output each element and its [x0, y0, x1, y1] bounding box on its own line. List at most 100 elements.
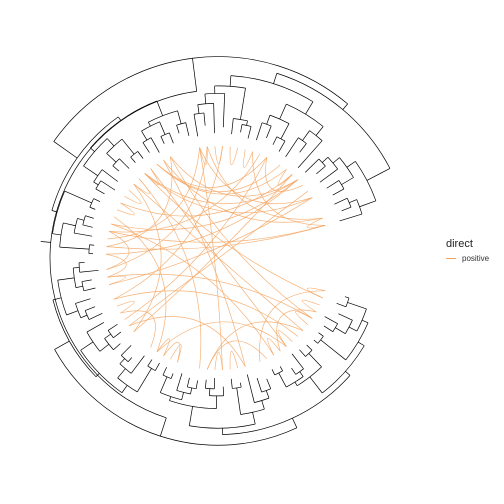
tree-branch-arc	[254, 398, 269, 402]
tree-branch-stem	[286, 138, 299, 157]
tree-branch-stem	[281, 124, 289, 139]
tree-branch-stem	[256, 123, 262, 140]
tree-branch-stem	[342, 207, 351, 211]
tree-branch-stem	[321, 340, 346, 360]
tree-branch-stem	[192, 58, 196, 91]
tree-branch-stem	[52, 234, 61, 235]
tree-branch-arc	[52, 191, 64, 234]
tree-branch-arc	[87, 332, 100, 351]
tree-branch-stem	[107, 139, 114, 146]
tree-branch-stem	[307, 345, 312, 350]
tree-branch-stem	[58, 278, 74, 280]
tree-branch-stem	[182, 392, 184, 399]
tree-branch-arc	[318, 336, 324, 343]
link-arc	[215, 352, 223, 370]
tree-branch-stem	[305, 159, 319, 172]
tree-branch-arc	[231, 76, 313, 102]
tree-branch-stem	[60, 247, 89, 249]
tree-branch-stem	[191, 388, 192, 394]
tree-branch-stem	[84, 166, 98, 176]
tree-branch-stem	[171, 373, 173, 378]
tree-branch-stem	[223, 94, 224, 128]
link-arc	[120, 311, 155, 348]
tree-branch-stem	[94, 199, 100, 202]
tree-branch-stem	[94, 182, 99, 185]
link-arc	[129, 316, 245, 366]
tree-branch-stem	[310, 377, 322, 393]
tree-branch-arc	[270, 115, 289, 123]
tree-branch-arc	[277, 73, 390, 168]
tree-branch-arc	[277, 137, 285, 141]
tree-branch-stem	[309, 353, 322, 366]
tree-branch-stem	[247, 121, 248, 126]
tree-branch-arc	[198, 103, 214, 104]
tree-branch-stem	[316, 127, 323, 136]
tree-branch-stem	[325, 317, 338, 324]
tree-branch-stem	[299, 350, 305, 357]
tree-branch-stem	[90, 207, 95, 209]
link-arc	[230, 351, 238, 369]
tree-branch-stem	[279, 373, 286, 387]
tree-branch-arc	[262, 389, 271, 392]
tree-branch-arc	[346, 323, 368, 360]
tree-branch-stem	[63, 223, 75, 226]
tree-branch-arc	[96, 181, 101, 189]
tree-branch-stem	[335, 328, 345, 334]
tree-branch-stem	[120, 359, 125, 364]
tree-branch-stem	[327, 180, 339, 188]
tree-branch-stem	[143, 143, 150, 153]
tree-branch-stem	[169, 133, 173, 143]
tree-branch-stem	[280, 366, 282, 370]
link-arc	[157, 164, 287, 194]
tree-branch-stem	[53, 298, 61, 300]
link-arc	[207, 147, 322, 220]
tree-branch-stem	[273, 137, 277, 145]
legend-label: positive	[462, 254, 489, 263]
tree-branch-arc	[223, 375, 351, 434]
tree-branch-stem	[81, 342, 93, 350]
tree-branch-arc	[90, 199, 94, 208]
tree-branch-stem	[177, 125, 180, 133]
tree-branch-stem	[345, 371, 350, 375]
tree-branch-arc	[205, 388, 214, 389]
tree-branch-stem	[240, 88, 245, 119]
tree-branch-stem	[76, 286, 83, 287]
tree-branch-stem	[314, 340, 318, 343]
tree-branch-stem	[118, 117, 120, 121]
tree-branch-arc	[79, 263, 80, 273]
tree-branch-arc	[340, 158, 354, 178]
tree-branch-stem	[75, 299, 90, 304]
tree-branch-stem	[121, 345, 131, 355]
tree-branch-stem	[113, 166, 119, 171]
tree-branch-stem	[65, 191, 92, 203]
tree-branch-stem	[87, 322, 104, 332]
tree-branch-arc	[322, 346, 364, 393]
tree-branch-stem	[82, 280, 92, 282]
tree-branch-stem	[322, 157, 328, 162]
tree-branch-stem	[337, 303, 346, 307]
tree-branch-arc	[310, 131, 323, 141]
tree-branch-arc	[339, 180, 344, 188]
tree-branch-arc	[53, 300, 96, 377]
tree-branch-arc	[120, 364, 131, 374]
tree-branch-stem	[74, 233, 92, 236]
tree-branch-stem	[194, 114, 198, 136]
tree-branch-stem	[198, 105, 199, 114]
link-arc	[253, 152, 325, 226]
tree-branch-arc	[131, 151, 138, 157]
tree-branch-stem	[196, 380, 197, 388]
tree-branch-arc	[81, 350, 122, 392]
tree-branch-arc	[297, 367, 321, 386]
tree-branch-stem	[320, 169, 338, 182]
tree-branch-stem	[367, 168, 390, 180]
tree-branch-stem	[142, 131, 147, 140]
tree-branch-arc	[298, 138, 306, 144]
tree-branch-stem	[205, 94, 206, 104]
tree-branch-arc	[357, 309, 367, 331]
tree-branch-arc	[241, 409, 265, 414]
link-arc	[307, 288, 325, 298]
tree-branch-stem	[169, 397, 170, 401]
tree-branch-stem	[83, 225, 93, 227]
tree-branch-stem	[253, 412, 256, 424]
